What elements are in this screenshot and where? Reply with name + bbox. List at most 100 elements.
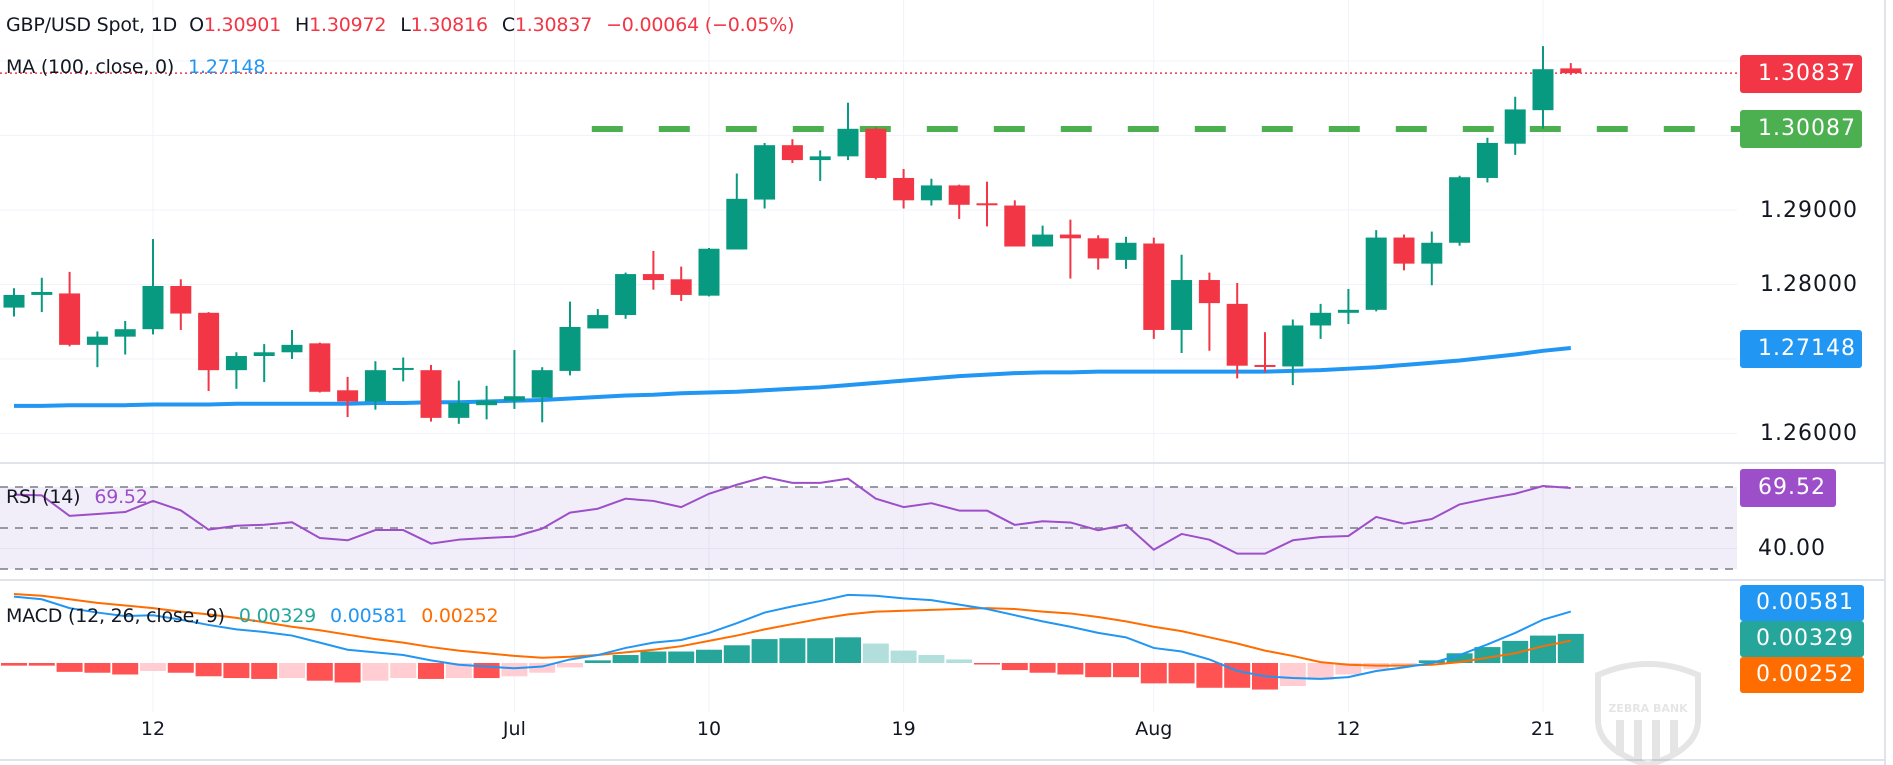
macd-histogram-bar (279, 663, 305, 679)
candle-bearish (948, 185, 970, 205)
candle-bearish (198, 312, 220, 371)
macd-histogram-bar (1307, 663, 1334, 680)
candle-bearish (337, 390, 359, 402)
macd-signal-badge: 0.00252 (1740, 657, 1864, 693)
macd-signal-value: 0.00252 (421, 605, 499, 627)
close-value: 1.30837 (514, 14, 593, 36)
time-tick-label: Jul (502, 718, 526, 740)
macd-histogram-bar (1474, 647, 1501, 663)
macd-histogram-bar (584, 660, 611, 663)
macd-histogram-bar (1335, 663, 1362, 675)
macd-histogram-bar (1057, 663, 1084, 675)
level-price-badge: 1.30087 (1740, 110, 1862, 148)
candle-bullish (392, 367, 414, 370)
macd-histogram-bar (418, 663, 444, 679)
macd-histogram-bar (362, 663, 389, 681)
candle-bullish (698, 248, 720, 296)
macd-histogram-bar (28, 663, 55, 666)
candle-bullish (86, 336, 108, 345)
time-tick-label: 21 (1530, 718, 1556, 740)
macd-histogram-bar (723, 645, 750, 663)
macd-histogram-bar (1085, 663, 1112, 678)
macd-histogram-bar (1113, 663, 1139, 678)
candle-bearish (893, 177, 915, 201)
candle-bullish (142, 285, 164, 330)
candle-bullish (364, 370, 386, 402)
candle-bullish (3, 294, 25, 308)
macd-histogram-bar (1279, 663, 1306, 687)
ma-line-layer (14, 345, 1572, 408)
candle-bullish (1337, 309, 1359, 313)
candle-bullish (1032, 234, 1054, 247)
candle-bullish (503, 396, 525, 401)
time-tick-label: 12 (140, 718, 166, 740)
candle-bearish (420, 370, 442, 418)
macd-histogram-bar (668, 651, 695, 663)
macd-histogram-bar (1418, 660, 1445, 663)
close-label: C (501, 14, 515, 36)
price-tick: 1.29000 (1760, 198, 1858, 223)
rsi-legend[interactable]: RSI (14) 69.52 (6, 486, 154, 508)
candle-bearish (670, 279, 692, 295)
macd-histogram-bar (334, 663, 361, 683)
macd-layer (1, 592, 1584, 690)
candle-bullish (809, 156, 831, 161)
candle-bullish (1476, 142, 1498, 178)
macd-histogram-bar (1, 663, 27, 666)
macd-histogram-bar (1446, 653, 1473, 663)
candle-bearish (1198, 280, 1220, 304)
macd-histogram-bar (529, 663, 556, 673)
macd-value: 0.00581 (330, 605, 408, 627)
macd-histogram-bar (390, 663, 417, 679)
macd-histogram-bar (918, 655, 945, 663)
macd-histogram-bar (1502, 640, 1529, 663)
macd-histogram-bar (167, 663, 194, 673)
candle-bearish (865, 128, 887, 178)
time-tick-label: 12 (1336, 718, 1361, 740)
macd-histogram-bar (862, 643, 889, 663)
macd-histogram-bar (612, 655, 639, 663)
candle-bullish (281, 344, 303, 353)
candle-bullish (1532, 69, 1554, 111)
svg-text:ZEBRA BANK: ZEBRA BANK (1608, 702, 1688, 715)
price-tick: 1.28000 (1760, 272, 1858, 297)
candle-bullish (448, 402, 470, 418)
rsi-label: RSI (14) (6, 486, 81, 508)
time-tick-label: 19 (891, 718, 916, 740)
candle-bearish (309, 343, 331, 392)
candle-bullish (754, 145, 776, 200)
macd-legend[interactable]: MACD (12, 26, close, 9) 0.00329 0.00581 0.0… (6, 605, 504, 627)
candle-bearish (1143, 243, 1165, 330)
candle-bullish (1449, 177, 1471, 243)
ma-legend[interactable]: MA (100, close, 0) 1.27148 (6, 56, 271, 78)
candle-bullish (920, 185, 942, 201)
low-value: 1.30816 (410, 14, 488, 36)
macd-histogram-bar (445, 663, 472, 679)
macd-histogram-bar (1557, 633, 1584, 663)
macd-label: MACD (12, 26, close, 9) (6, 605, 225, 627)
symbol-legend[interactable]: GBP/USD Spot, 1D O1.30901 H1.30972 L1.30816… (6, 14, 800, 36)
macd-line (13, 593, 1572, 680)
candle-bearish (781, 145, 803, 161)
candle-bullish (476, 400, 498, 406)
macd-histogram-bar (56, 663, 83, 672)
rsi-tick-40: 40.00 (1758, 536, 1826, 561)
candle-bullish (225, 356, 247, 371)
macd-histogram-bar (251, 663, 278, 679)
macd-histogram-bar (1029, 663, 1056, 673)
macd-histogram-bar (890, 650, 917, 663)
macd-histogram-bar (779, 638, 806, 663)
macd-histogram-bar (223, 663, 250, 679)
macd-hist-value: 0.00329 (238, 605, 317, 627)
candle-bullish (31, 291, 53, 295)
macd-histogram-bar (1196, 663, 1223, 688)
macd-histogram-bar (84, 663, 111, 673)
candle-bullish (1421, 242, 1443, 264)
last-price-badge: 1.30837 (1740, 55, 1862, 93)
candle-bearish (170, 285, 192, 314)
high-label: H (295, 14, 310, 36)
candle-bullish (1282, 325, 1304, 367)
support-level-line (0, 72, 1740, 133)
